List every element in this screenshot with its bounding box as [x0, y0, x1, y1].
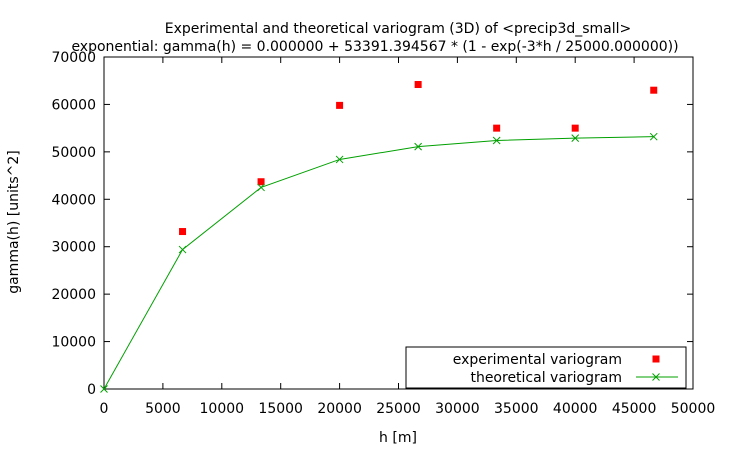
- x-axis-ticks: 0 5000 10000 15000 20000 25000 30000 35000 40000…: [100, 57, 716, 417]
- experimental-point: [414, 81, 422, 89]
- experimental-point: [257, 178, 265, 186]
- series-experimental: [179, 81, 658, 236]
- x-tick-label: 40000: [553, 401, 598, 417]
- legend-marker: [652, 373, 660, 381]
- experimental-point: [336, 101, 344, 109]
- legend-marker: [652, 355, 660, 363]
- y-tick-label: 0: [87, 382, 96, 398]
- theoretical-point: [100, 385, 108, 393]
- x-axis-label: h [m]: [379, 430, 417, 446]
- y-axis-ticks: 0 10000 20000 30000 40000 50000 60000 70000: [51, 50, 693, 398]
- y-tick-label: 50000: [51, 145, 96, 161]
- x-tick-label: 35000: [494, 401, 539, 417]
- x-tick-label: 5000: [145, 401, 181, 417]
- y-tick-label: 10000: [51, 335, 96, 351]
- y-tick-label: 60000: [51, 97, 96, 113]
- y-tick-label: 20000: [51, 287, 96, 303]
- y-axis-label: gamma(h) [units^2]: [6, 150, 22, 294]
- series-layer: [100, 81, 658, 393]
- experimental-point: [493, 124, 501, 132]
- x-tick-label: 10000: [200, 401, 245, 417]
- plot-border: [103, 56, 694, 390]
- x-tick-label: 25000: [376, 401, 421, 417]
- experimental-point: [650, 86, 658, 94]
- theoretical-point: [414, 142, 422, 151]
- chart-title: Experimental and theoretical variogram (…: [165, 21, 632, 37]
- theoretical-point: [649, 132, 658, 141]
- experimental-point: [179, 228, 187, 236]
- legend: experimental variogram theoretical variog…: [405, 346, 687, 389]
- x-tick-label: 0: [100, 401, 109, 417]
- legend-label: theoretical variogram: [470, 370, 622, 386]
- chart-subtitle: exponential: gamma(h) = 0.000000 + 53391…: [71, 39, 678, 55]
- plot-frame: [103, 56, 694, 390]
- x-tick-label: 20000: [317, 401, 362, 417]
- x-tick-label: 50000: [671, 401, 716, 417]
- y-tick-label: 40000: [51, 192, 96, 208]
- x-tick-label: 30000: [435, 401, 480, 417]
- theoretical-line: [103, 136, 654, 390]
- legend-label: experimental variogram: [453, 352, 622, 368]
- theoretical-point: [492, 136, 501, 145]
- theoretical-point: [335, 155, 344, 164]
- experimental-point: [571, 124, 579, 132]
- theoretical-point: [257, 183, 265, 192]
- y-tick-label: 30000: [51, 240, 96, 256]
- theoretical-point: [571, 134, 580, 142]
- legend-box: [405, 346, 687, 389]
- y-tick-label: 70000: [51, 50, 96, 66]
- x-tick-label: 45000: [612, 401, 657, 417]
- theoretical-point: [178, 245, 187, 254]
- series-theoretical: [100, 132, 658, 393]
- x-tick-label: 15000: [258, 401, 303, 417]
